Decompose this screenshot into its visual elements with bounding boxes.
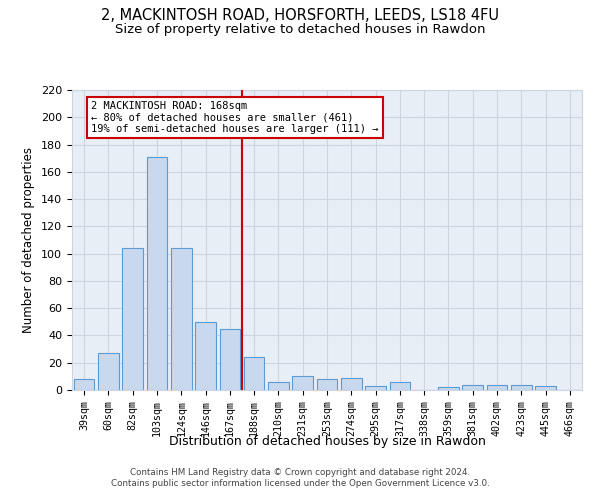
Bar bbox=[146, 157, 167, 390]
Bar bbox=[463, 384, 483, 390]
Bar bbox=[74, 379, 94, 390]
Text: Size of property relative to detached houses in Rawdon: Size of property relative to detached ho… bbox=[115, 22, 485, 36]
Bar bbox=[220, 328, 240, 390]
Bar bbox=[535, 386, 556, 390]
Y-axis label: Number of detached properties: Number of detached properties bbox=[22, 147, 35, 333]
Bar bbox=[122, 248, 143, 390]
Bar bbox=[195, 322, 216, 390]
Text: Contains HM Land Registry data © Crown copyright and database right 2024.
Contai: Contains HM Land Registry data © Crown c… bbox=[110, 468, 490, 487]
Bar bbox=[438, 388, 459, 390]
Text: 2, MACKINTOSH ROAD, HORSFORTH, LEEDS, LS18 4FU: 2, MACKINTOSH ROAD, HORSFORTH, LEEDS, LS… bbox=[101, 8, 499, 22]
Bar bbox=[317, 379, 337, 390]
Text: 2 MACKINTOSH ROAD: 168sqm
← 80% of detached houses are smaller (461)
19% of semi: 2 MACKINTOSH ROAD: 168sqm ← 80% of detac… bbox=[91, 101, 379, 134]
Bar bbox=[268, 382, 289, 390]
Bar bbox=[292, 376, 313, 390]
Bar bbox=[171, 248, 191, 390]
Bar bbox=[341, 378, 362, 390]
Bar bbox=[389, 382, 410, 390]
Bar bbox=[244, 358, 265, 390]
Bar bbox=[511, 384, 532, 390]
Bar bbox=[487, 384, 508, 390]
Bar bbox=[98, 353, 119, 390]
Bar bbox=[365, 386, 386, 390]
Text: Distribution of detached houses by size in Rawdon: Distribution of detached houses by size … bbox=[169, 435, 485, 448]
